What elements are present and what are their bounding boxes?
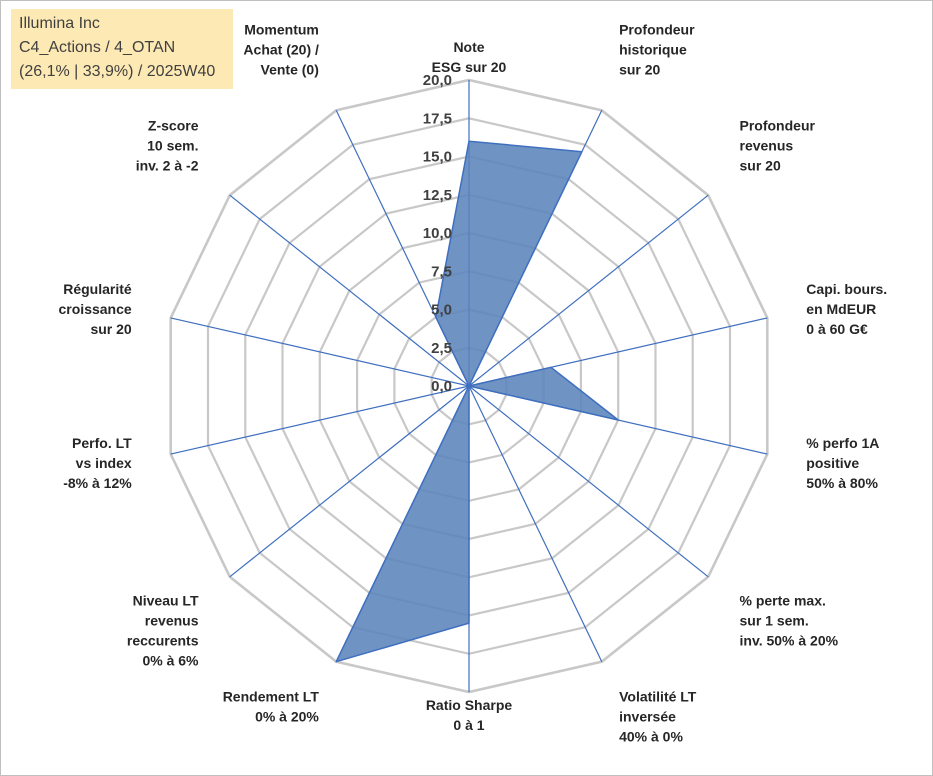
tick-label-7: 17,5 <box>423 110 452 127</box>
spoke-5 <box>468 385 709 578</box>
axis-label-13: Momentum Achat (20) / Vente (0) <box>243 21 319 77</box>
axis-label-line: positive <box>806 455 859 471</box>
portfolio-name: C4_Actions / 4_OTAN <box>19 39 176 56</box>
axis-label-line: 0% à 20% <box>255 709 319 725</box>
axis-label-line: sur 20 <box>740 157 781 173</box>
radar-series <box>335 140 619 663</box>
axis-label-7: Ratio Sharpe 0 à 1 <box>426 697 513 733</box>
axis-label-10: Perfo. LT vs index -8% à 12% <box>63 435 132 491</box>
axis-label-line: % perfo 1A <box>806 435 879 451</box>
spoke-10 <box>170 385 470 455</box>
axis-label-line: reccurents <box>127 633 199 649</box>
axis-label-line: inversée <box>619 709 676 725</box>
spoke-9 <box>229 385 470 578</box>
axis-label-line: inv. 2 à -2 <box>136 157 199 173</box>
axis-label-line: ESG sur 20 <box>432 59 507 75</box>
radar-axis-labels: Note ESG sur 20 Profondeur historique sur 20… <box>59 21 888 744</box>
axis-label-line: Niveau LT <box>133 593 199 609</box>
axis-label-line: revenus <box>145 613 199 629</box>
axis-label-line: sur 20 <box>619 61 660 77</box>
axis-label-12: Z-score 10 sem. inv. 2 à -2 <box>136 117 199 173</box>
axis-label-line: Z-score <box>148 117 199 133</box>
spoke-2 <box>468 194 709 387</box>
axis-label-line: revenus <box>740 137 794 153</box>
axis-label-line: sur 1 sem. <box>740 613 809 629</box>
axis-label-3: Capi. bours. en MdEUR 0 à 60 G€ <box>806 281 887 337</box>
axis-label-6: Volatilité LT inversée 40% à 0% <box>619 689 697 745</box>
axis-label-0: Note ESG sur 20 <box>432 39 507 75</box>
axis-label-2: Profondeur revenus sur 20 <box>740 117 816 173</box>
tick-label-4: 10,0 <box>423 225 452 242</box>
axis-label-line: Profondeur <box>619 21 695 37</box>
axis-label-line: croissance <box>59 301 132 317</box>
series-area <box>335 140 619 663</box>
axis-label-line: Perfo. LT <box>72 435 132 451</box>
axis-label-line: Vente (0) <box>261 61 319 77</box>
axis-label-line: Capi. bours. <box>806 281 887 297</box>
radar-tick-labels: 0,0 2,5 5,0 7,5 10,0 12,5 15,0 17,5 20,0 <box>423 72 452 395</box>
axis-label-line: Régularité <box>63 281 132 297</box>
axis-label-line: vs index <box>76 455 132 471</box>
axis-label-11: Régularité croissance sur 20 <box>59 281 132 337</box>
axis-label-line: -8% à 12% <box>63 475 132 491</box>
axis-label-8: Rendement LT 0% à 20% <box>223 689 320 725</box>
axis-label-line: 40% à 0% <box>619 729 683 745</box>
axis-label-line: Achat (20) / <box>243 41 319 57</box>
axis-label-line: 0% à 6% <box>142 653 199 669</box>
axis-label-line: 10 sem. <box>147 137 198 153</box>
info-box: Illumina Inc C4_Actions / 4_OTAN (26,1% … <box>11 9 233 89</box>
spoke-6 <box>468 385 603 662</box>
spoke-12 <box>229 194 470 387</box>
axis-label-line: Ratio Sharpe <box>426 697 513 713</box>
axis-label-line: 0 à 60 G€ <box>806 321 868 337</box>
axis-label-line: Profondeur <box>740 117 816 133</box>
axis-label-line: Momentum <box>244 21 319 37</box>
axis-label-line: 0 à 1 <box>453 717 484 733</box>
axis-label-4: % perfo 1A positive 50% à 80% <box>806 435 879 491</box>
axis-label-line: inv. 50% à 20% <box>740 633 839 649</box>
axis-label-line: Note <box>453 39 484 55</box>
tick-label-8: 20,0 <box>423 72 452 89</box>
spoke-11 <box>170 317 470 387</box>
axis-label-9: Niveau LT revenus reccurents 0% à 6% <box>127 593 199 669</box>
tick-label-5: 12,5 <box>423 187 452 204</box>
tick-label-1: 2,5 <box>431 340 452 357</box>
axis-label-line: en MdEUR <box>806 301 876 317</box>
tick-label-3: 7,5 <box>431 263 452 280</box>
axis-label-line: 50% à 80% <box>806 475 878 491</box>
tick-label-6: 15,0 <box>423 149 452 166</box>
axis-label-5: % perte max. sur 1 sem. inv. 50% à 20% <box>740 593 839 649</box>
axis-label-1: Profondeur historique sur 20 <box>619 21 695 77</box>
axis-label-line: Rendement LT <box>223 689 320 705</box>
tick-label-0: 0,0 <box>431 378 452 395</box>
portfolio-stats: (26,1% | 33,9%) / 2025W40 <box>19 63 216 80</box>
axis-label-line: historique <box>619 41 687 57</box>
axis-label-line: % perte max. <box>740 593 826 609</box>
axis-label-line: sur 20 <box>90 321 131 337</box>
tick-label-2: 5,0 <box>431 302 452 319</box>
company-name: Illumina Inc <box>19 15 100 32</box>
axis-label-line: Volatilité LT <box>619 689 697 705</box>
